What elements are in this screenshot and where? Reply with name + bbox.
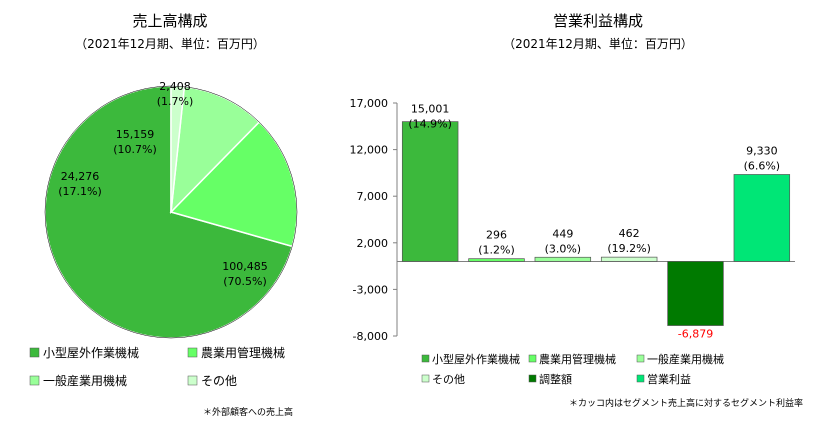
- pie-outline: [44, 85, 298, 339]
- pie-legend-label: その他: [201, 374, 237, 388]
- bar-value-label: 449: [552, 227, 573, 240]
- pie-subtitle: （2021年12月期、単位：百万円）: [75, 36, 265, 51]
- y-tick-label: 2,000: [357, 237, 389, 250]
- pie-legend-swatch: [29, 347, 40, 358]
- bar-subtitle: （2021年12月期、単位：百万円）: [503, 36, 693, 51]
- bar-value-label: 9,330: [746, 144, 778, 157]
- bar-axes: 17,000 12,000 7,000 2,000 -3,000 -8,000: [350, 97, 795, 343]
- pie-legend-label: 農業用管理機械: [201, 345, 285, 360]
- pie-footnote: ＊外部顧客への売上高: [203, 406, 293, 418]
- pie-value-label: 100,485: [222, 260, 268, 273]
- bar-legend-swatch: [528, 354, 537, 363]
- bar: [667, 261, 724, 326]
- y-tick-label: -8,000: [353, 330, 388, 343]
- pie-value-label: 2,408: [159, 80, 191, 93]
- bar-legend-swatch: [636, 354, 645, 363]
- bar-legend-swatch: [528, 374, 537, 383]
- bar-pct-label: (3.0%): [545, 242, 582, 255]
- bar-value-label: 296: [486, 229, 507, 242]
- bar-legend-label: 農業用管理機械: [539, 352, 616, 366]
- y-tick-label: 12,000: [350, 144, 389, 157]
- pie-value-label: 15,159: [116, 128, 155, 141]
- bar-footnote: ＊カッコ内はセグメント売上高に対するセグメント利益率: [569, 397, 803, 409]
- bar-legend-label: 調整額: [539, 372, 572, 386]
- bar-pct-label: (19.2%): [607, 242, 651, 255]
- pie-legend-label: 一般産業用機械: [43, 373, 127, 388]
- pie-pct-label: (1.7%): [157, 95, 194, 108]
- bar-legend-label: 営業利益: [647, 372, 691, 386]
- bar-legend-swatch: [421, 374, 430, 383]
- pie-chart: 100,485 (70.5%) 24,276 (17.1%) 15,159 (10.7%)…: [44, 80, 298, 339]
- pie-pct-label: (70.5%): [223, 275, 267, 288]
- bar: [468, 258, 525, 262]
- y-tick-label: 7,000: [357, 190, 389, 203]
- bar-value-label: 15,001: [411, 103, 450, 116]
- bar-legend-label: 小型屋外作業機械: [432, 352, 520, 366]
- bar-value-label: -6,879: [678, 328, 713, 341]
- pie-pct-label: (17.1%): [58, 185, 102, 198]
- bar-title: 営業利益構成: [553, 12, 643, 30]
- bar: [534, 256, 592, 262]
- pie-legend-swatch: [187, 347, 198, 358]
- pie-legend-swatch: [29, 375, 40, 386]
- pie-legend-swatch: [187, 375, 198, 386]
- bar-chart: 15,001 (14.9%) 296 (1.2%) 449 (3.0%) 462 (19.2%…: [401, 103, 791, 341]
- bar-pct-label: (14.9%): [408, 118, 452, 131]
- pie-value-label: 24,276: [61, 170, 100, 183]
- pie-legend-label: 小型屋外作業機械: [43, 345, 139, 360]
- bar-pct-label: (6.6%): [744, 159, 781, 172]
- bar-value-label: 462: [619, 227, 640, 240]
- bar-legend-swatch: [421, 354, 430, 363]
- y-tick-label: -3,000: [353, 283, 388, 296]
- bar-legend-label: その他: [432, 373, 465, 386]
- pie-title: 売上高構成: [132, 12, 207, 30]
- bar-legend-label: 一般産業用機械: [647, 352, 724, 366]
- bar-legend-swatch: [636, 374, 645, 383]
- pie-pct-label: (10.7%): [113, 143, 157, 156]
- y-tick-label: 17,000: [350, 97, 389, 110]
- bar: [733, 174, 791, 262]
- bar-pct-label: (1.2%): [478, 244, 515, 257]
- bar: [401, 121, 459, 262]
- bar: [600, 256, 658, 262]
